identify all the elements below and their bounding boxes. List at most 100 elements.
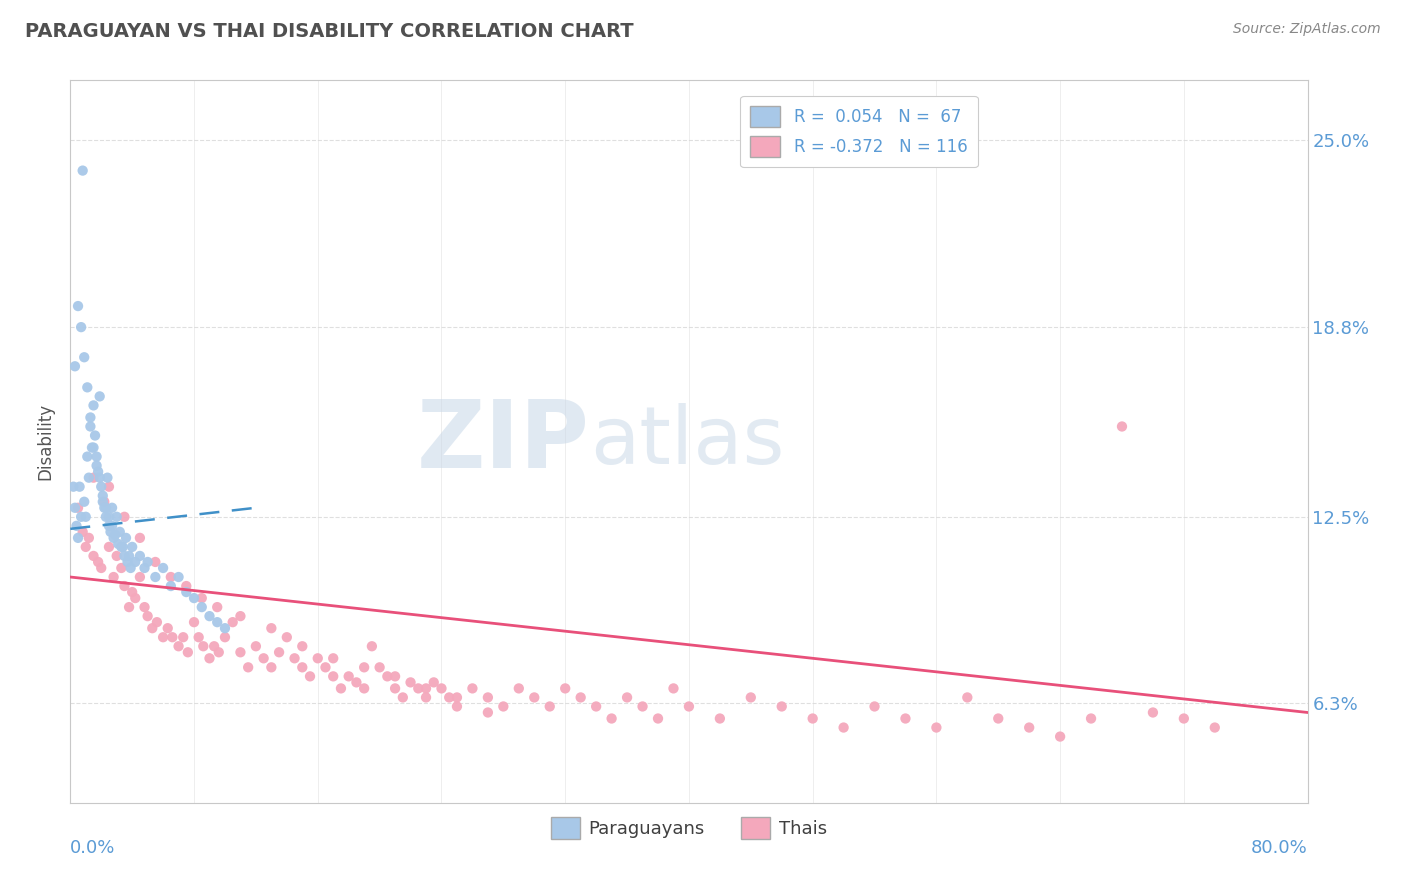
Point bbox=[110, 540, 132, 554]
Point bbox=[191, 600, 214, 615]
Point bbox=[162, 630, 184, 644]
Point bbox=[98, 480, 120, 494]
Point bbox=[145, 570, 166, 584]
Point bbox=[322, 669, 344, 683]
Point bbox=[299, 669, 322, 683]
Point bbox=[87, 465, 110, 479]
Point bbox=[108, 524, 131, 539]
Point bbox=[79, 419, 101, 434]
Point bbox=[110, 561, 132, 575]
Point bbox=[585, 699, 607, 714]
Point bbox=[63, 500, 86, 515]
Point bbox=[554, 681, 576, 696]
Point bbox=[136, 609, 159, 624]
Point bbox=[160, 570, 183, 584]
Point bbox=[709, 712, 731, 726]
Point bbox=[77, 471, 100, 485]
Text: Source: ZipAtlas.com: Source: ZipAtlas.com bbox=[1233, 22, 1381, 37]
Point bbox=[86, 458, 108, 473]
Point bbox=[129, 549, 152, 563]
Point bbox=[72, 524, 94, 539]
Point bbox=[124, 591, 146, 606]
Point bbox=[863, 699, 886, 714]
Point bbox=[82, 398, 105, 412]
Point bbox=[492, 699, 515, 714]
Point bbox=[167, 639, 190, 653]
Point bbox=[107, 537, 129, 551]
Point bbox=[93, 500, 115, 515]
Point bbox=[90, 561, 112, 575]
Point bbox=[384, 669, 406, 683]
Point bbox=[430, 681, 453, 696]
Point bbox=[1173, 712, 1195, 726]
Text: PARAGUAYAN VS THAI DISABILITY CORRELATION CHART: PARAGUAYAN VS THAI DISABILITY CORRELATIO… bbox=[25, 22, 634, 41]
Point bbox=[69, 480, 91, 494]
Point bbox=[111, 540, 134, 554]
Point bbox=[152, 630, 174, 644]
Point bbox=[63, 359, 86, 374]
Point bbox=[894, 712, 917, 726]
Point bbox=[96, 471, 118, 485]
Point bbox=[276, 630, 298, 644]
Point bbox=[291, 660, 314, 674]
Text: atlas: atlas bbox=[591, 402, 785, 481]
Point bbox=[84, 428, 107, 442]
Point bbox=[104, 528, 127, 542]
Point bbox=[284, 651, 307, 665]
Point bbox=[439, 690, 461, 705]
Point bbox=[82, 471, 105, 485]
Point bbox=[103, 570, 125, 584]
Point bbox=[956, 690, 979, 705]
Point bbox=[461, 681, 484, 696]
Point bbox=[94, 500, 117, 515]
Point bbox=[82, 441, 105, 455]
Point bbox=[1018, 721, 1040, 735]
Point bbox=[62, 480, 84, 494]
Point bbox=[1142, 706, 1164, 720]
Point bbox=[245, 639, 267, 653]
Point bbox=[129, 570, 152, 584]
Legend: Paraguayans, Thais: Paraguayans, Thais bbox=[544, 809, 834, 846]
Point bbox=[477, 690, 499, 705]
Point bbox=[72, 163, 94, 178]
Point bbox=[260, 660, 283, 674]
Point bbox=[67, 299, 90, 313]
Point bbox=[408, 681, 430, 696]
Point bbox=[377, 669, 399, 683]
Point bbox=[121, 540, 143, 554]
Point bbox=[77, 531, 100, 545]
Point bbox=[207, 600, 229, 615]
Point bbox=[82, 549, 105, 563]
Point bbox=[616, 690, 638, 705]
Point bbox=[152, 561, 174, 575]
Point bbox=[198, 609, 221, 624]
Point bbox=[114, 549, 135, 563]
Point bbox=[330, 681, 353, 696]
Point bbox=[91, 494, 114, 508]
Text: ZIP: ZIP bbox=[418, 395, 591, 488]
Point bbox=[87, 555, 110, 569]
Point bbox=[1111, 419, 1133, 434]
Point bbox=[229, 609, 252, 624]
Point bbox=[523, 690, 546, 705]
Point bbox=[214, 630, 236, 644]
Point bbox=[114, 509, 135, 524]
Point bbox=[114, 579, 135, 593]
Point bbox=[136, 555, 159, 569]
Y-axis label: Disability: Disability bbox=[37, 403, 55, 480]
Point bbox=[76, 380, 98, 394]
Point bbox=[177, 645, 200, 659]
Point bbox=[76, 450, 98, 464]
Point bbox=[172, 630, 194, 644]
Point bbox=[146, 615, 169, 630]
Point bbox=[770, 699, 793, 714]
Point bbox=[73, 494, 96, 508]
Point bbox=[98, 540, 120, 554]
Point bbox=[67, 531, 90, 545]
Point bbox=[105, 509, 128, 524]
Point bbox=[183, 591, 205, 606]
Point bbox=[337, 669, 360, 683]
Point bbox=[477, 706, 499, 720]
Point bbox=[1049, 730, 1071, 744]
Point bbox=[120, 561, 142, 575]
